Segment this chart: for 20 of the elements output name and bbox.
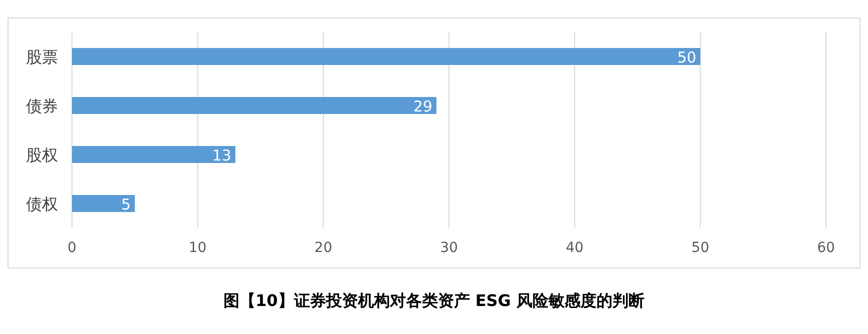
- x-tick-label: 40: [566, 240, 584, 256]
- y-tick-label: 股权: [26, 146, 58, 164]
- bar: [72, 195, 135, 212]
- x-tick-label: 0: [68, 240, 76, 256]
- x-tick-label: 20: [314, 240, 332, 256]
- text: 图【10】证券投资机构对各类资产 ESG 风险敏感度的判断: [224, 291, 644, 310]
- y-tick-label: 债权: [26, 194, 58, 214]
- x-tick-label: 60: [817, 240, 835, 256]
- bar: [72, 97, 436, 114]
- y-tick-label: 债券: [26, 96, 58, 116]
- x-tick-label: 10: [188, 240, 207, 256]
- x-tick-label: 50: [691, 240, 710, 256]
- data-label: 50: [677, 48, 696, 66]
- bar: [72, 146, 236, 163]
- x-tick-label: 30: [440, 240, 458, 256]
- y-tick-label: 股票: [26, 48, 58, 66]
- bar: [72, 48, 700, 65]
- data-label: 5: [121, 196, 131, 214]
- data-label: 13: [212, 146, 232, 164]
- data-label: 29: [413, 98, 432, 116]
